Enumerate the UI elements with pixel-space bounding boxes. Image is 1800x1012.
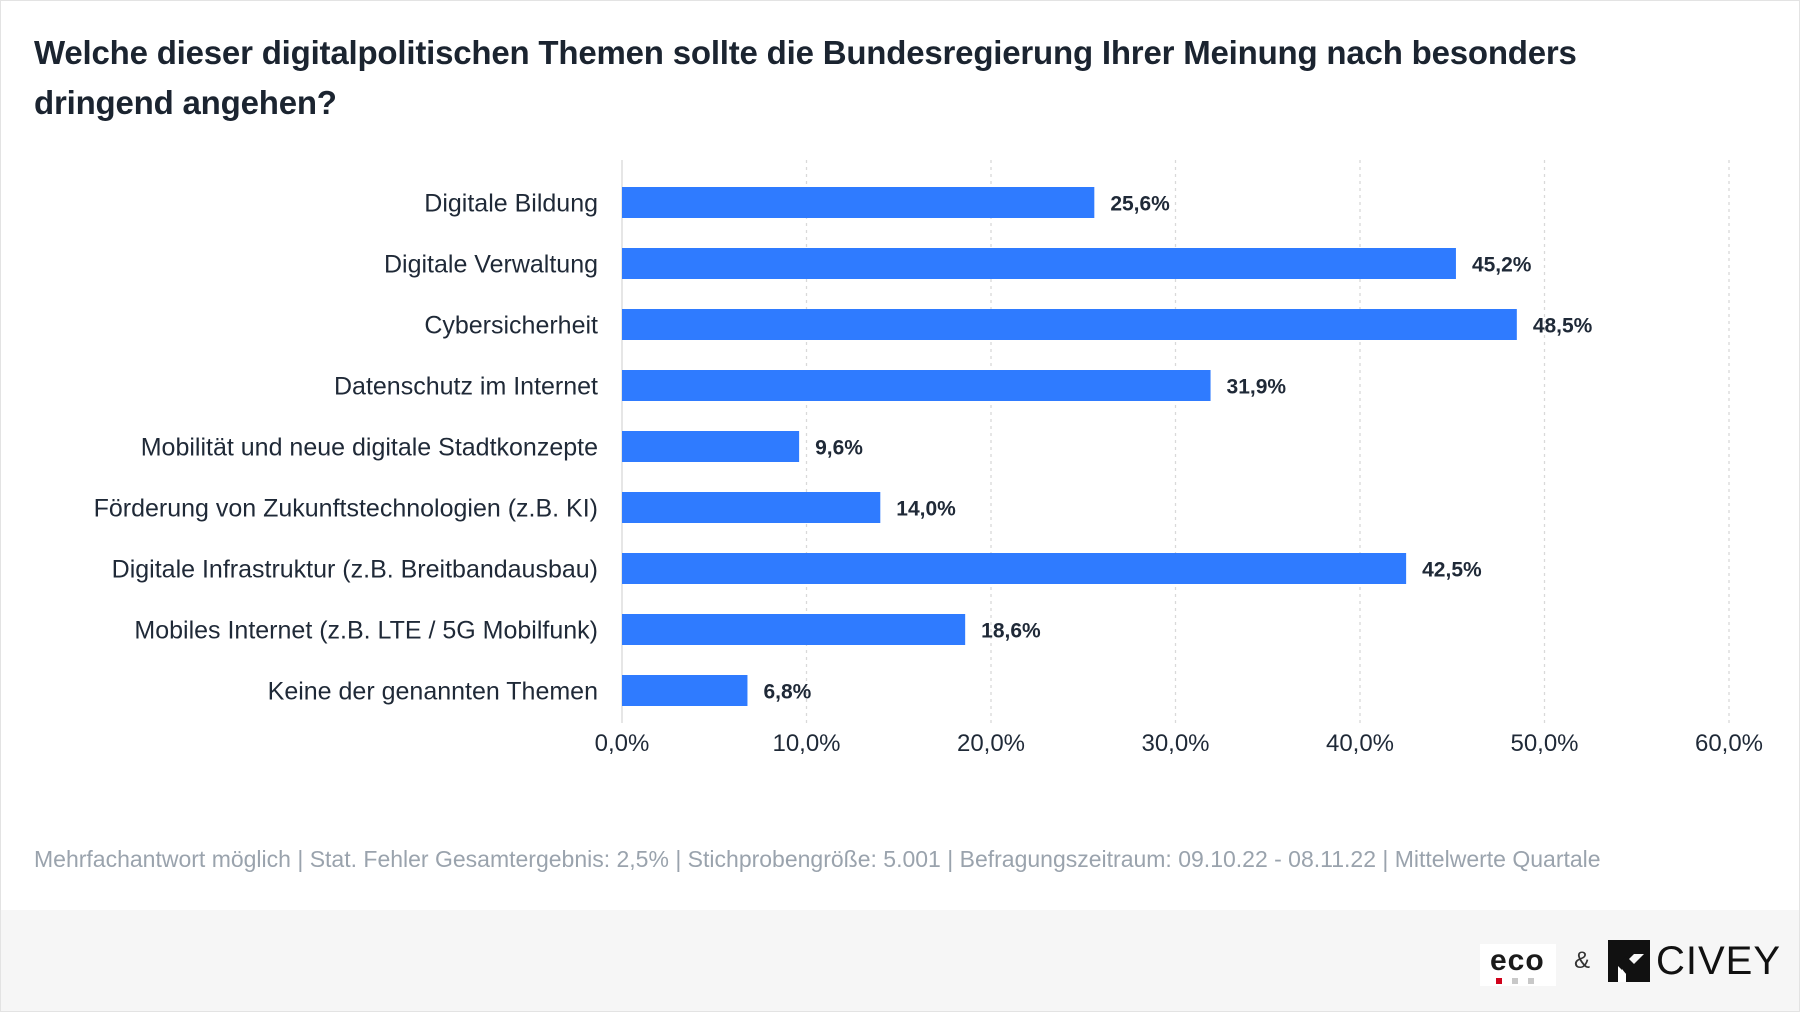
x-tick-label: 60,0% [1695, 730, 1763, 757]
ampersand: & [1574, 947, 1591, 974]
category-label: Digitale Infrastruktur (z.B. Breitbandau… [112, 556, 598, 584]
bar [622, 248, 1456, 279]
category-label: Digitale Verwaltung [384, 251, 598, 279]
x-tick-label: 40,0% [1326, 730, 1394, 757]
value-label: 45,2% [1472, 254, 1532, 277]
value-label: 9,6% [815, 437, 863, 460]
category-label: Mobilität und neue digitale Stadtkonzept… [141, 434, 598, 462]
chart-title: Welche dieser digitalpolitischen Themen … [34, 34, 1577, 121]
x-tick-label: 0,0% [595, 730, 650, 757]
bar [622, 614, 966, 645]
bar [622, 431, 800, 462]
bar [622, 675, 748, 706]
x-tick-label: 10,0% [772, 730, 840, 757]
x-tick-label: 20,0% [957, 730, 1025, 757]
value-label: 42,5% [1422, 559, 1482, 582]
category-label: Förderung von Zukunftstechnologien (z.B.… [94, 495, 598, 523]
category-label: Keine der genannten Themen [268, 678, 598, 706]
chart-footnote: Mehrfachantwort möglich | Stat. Fehler G… [34, 846, 1601, 872]
category-label: Mobiles Internet (z.B. LTE / 5G Mobilfun… [134, 617, 598, 645]
bar [622, 553, 1407, 584]
category-label: Datenschutz im Internet [334, 373, 598, 401]
eco-logo-text: eco [1490, 944, 1545, 977]
civey-logo-text: CIVEY [1656, 938, 1782, 983]
bar [622, 309, 1517, 340]
eco-logo-dots [1496, 978, 1534, 984]
civey-logo: CIVEY [1608, 938, 1781, 984]
value-label: 48,5% [1533, 315, 1593, 338]
bar-chart: Digitale Bildung 25,6% Digitale Verwaltung… [94, 160, 1763, 757]
bar [622, 492, 881, 523]
civey-logo-icon [1608, 940, 1650, 982]
x-tick-label: 50,0% [1510, 730, 1578, 757]
category-label: Cybersicherheit [424, 312, 598, 340]
value-label: 18,6% [981, 620, 1041, 643]
eco-logo: eco [1480, 944, 1556, 986]
value-label: 25,6% [1110, 193, 1170, 216]
bar [622, 370, 1211, 401]
x-tick-label: 30,0% [1141, 730, 1209, 757]
value-label: 14,0% [896, 498, 956, 521]
value-label: 31,9% [1227, 376, 1287, 399]
category-label: Digitale Bildung [424, 190, 598, 218]
bar [622, 187, 1095, 218]
value-label: 6,8% [763, 681, 811, 704]
